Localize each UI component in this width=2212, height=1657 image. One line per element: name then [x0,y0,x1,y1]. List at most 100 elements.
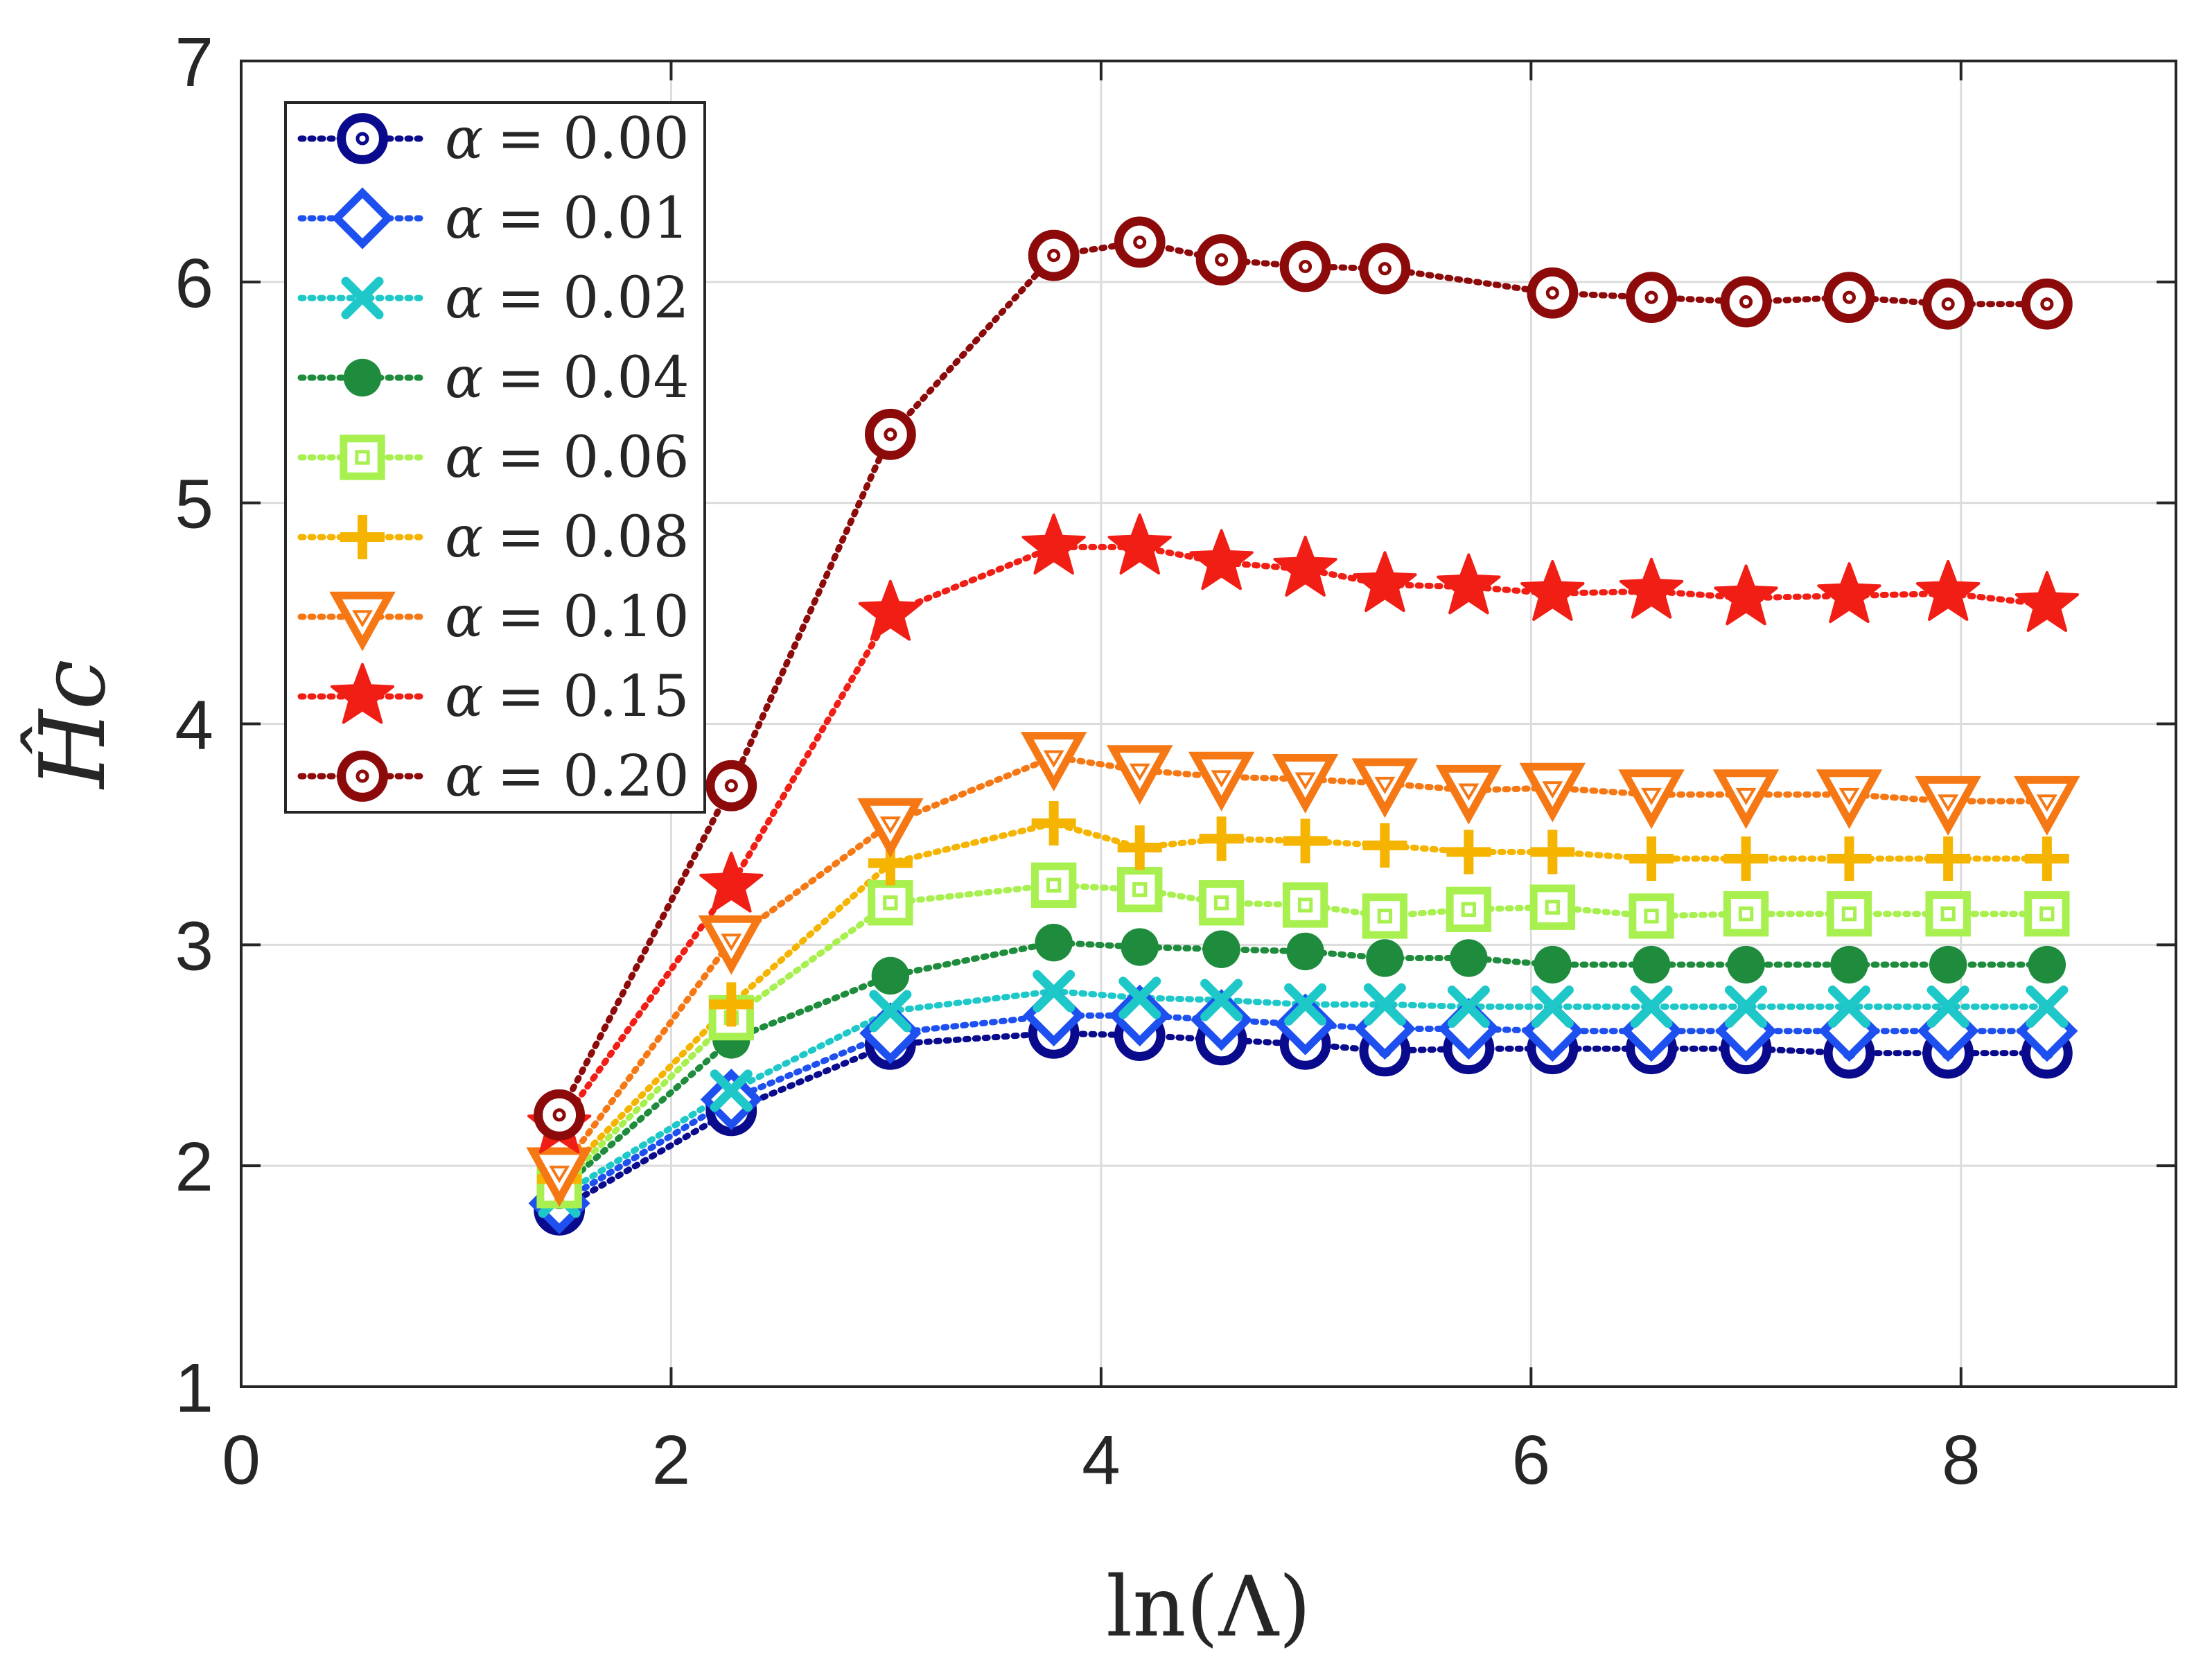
legend: α = 0.00 α = 0.01 α = 0.02 α = 0.04 α = 0.06 α = 0.… [284,101,706,814]
data-point [1020,732,1087,792]
data-point [1632,945,1671,984]
data-point [1359,243,1411,295]
data-point [2028,945,2066,984]
data-point [1030,862,1077,908]
data-point [1723,891,1769,937]
data-point [1021,514,1086,575]
data-point [1922,278,1974,330]
data-point [1531,985,1574,1028]
data-point [871,956,910,995]
legend-item: α = 0.01 [297,186,690,252]
data-point [1109,984,1171,1046]
data-point [864,408,916,460]
data-point [1915,775,1981,836]
series-markers-group [537,800,2069,1202]
legend-item: α = 0.10 [297,584,690,651]
legend-item: α = 0.08 [297,505,690,570]
data-point [1626,272,1677,324]
data-point [1188,751,1255,812]
data-point [1351,758,1419,818]
data-point [699,851,764,913]
data-point [534,1089,586,1141]
legend-label: α = 0.04 [445,345,690,411]
data-point [1284,983,1327,1026]
data-point [1282,882,1328,928]
series-markers-group [526,732,2080,1207]
legend-item: α = 0.04 [297,345,690,411]
data-point [1286,932,1324,971]
legend-label: α = 0.02 [445,265,690,331]
data-point [330,663,395,724]
legend-label: α = 0.00 [445,106,690,172]
data-point [1366,939,1404,977]
data-point [1925,891,1971,937]
data-point [705,760,757,812]
data-point [700,1068,762,1131]
data-point [709,982,754,1027]
legend-item: α = 0.06 [297,425,690,491]
axis-ticks [240,60,2176,1388]
data-point [331,187,394,249]
legend-label: α = 0.06 [445,425,690,491]
data-point [1272,753,1339,814]
data-point [341,277,384,319]
data-point [1202,930,1240,968]
data-point [337,751,388,802]
legend-label: α = 0.20 [445,744,690,809]
data-point [2024,891,2070,937]
data-point [1723,836,1768,881]
data-point [343,358,382,397]
data-point [1826,891,1872,937]
data-point [1629,893,1674,939]
data-point [1817,562,1881,624]
data-point [1031,800,1076,845]
data-point [2024,836,2069,881]
data-point [340,515,385,559]
legend-label: α = 0.01 [445,186,690,252]
data-point [1118,976,1161,1019]
data-point [1712,769,1780,830]
data-point [1437,553,1501,615]
data-point [858,579,922,641]
data-point [1121,928,1159,966]
data-point [1926,836,1971,881]
data-point [1629,836,1674,881]
data-point [1028,229,1080,281]
data-point [1200,979,1243,1022]
data-point [1450,939,1488,977]
data-point [1117,825,1162,870]
y-tick-label: 6 [175,245,213,322]
data-point [1929,945,1967,984]
data-point [1714,564,1778,626]
legend-label: α = 0.08 [445,505,690,570]
data-point [1630,985,1673,1028]
data-point [1447,985,1490,1028]
data-point [1446,886,1492,933]
data-point [329,591,396,651]
legend-label: α = 0.15 [445,664,690,730]
data-point [1530,830,1575,875]
data-point [1362,893,1408,939]
data-point [1198,880,1245,926]
data-point [1189,529,1254,590]
data-point [1619,557,1684,619]
data-point [340,435,385,480]
data-point [1618,769,1685,830]
x-tick-label: 0 [222,1421,261,1499]
data-point [2015,570,2079,632]
data-point [1926,985,1969,1028]
y-tick-label: 7 [175,24,213,101]
data-point [1283,818,1328,863]
data-point [1279,240,1331,292]
data-point [869,990,912,1033]
data-point [1527,267,1579,319]
data-point [1035,923,1073,962]
tick-labels: 0 2 4 6 8 1 2 3 4 5 6 7 [175,24,1980,1499]
x-tick-label: 2 [652,1421,691,1499]
data-point [1823,272,1875,324]
data-point [1273,535,1337,597]
legend-label: α = 0.10 [445,584,690,650]
data-point [1519,762,1586,823]
series-markers [526,216,2080,1236]
